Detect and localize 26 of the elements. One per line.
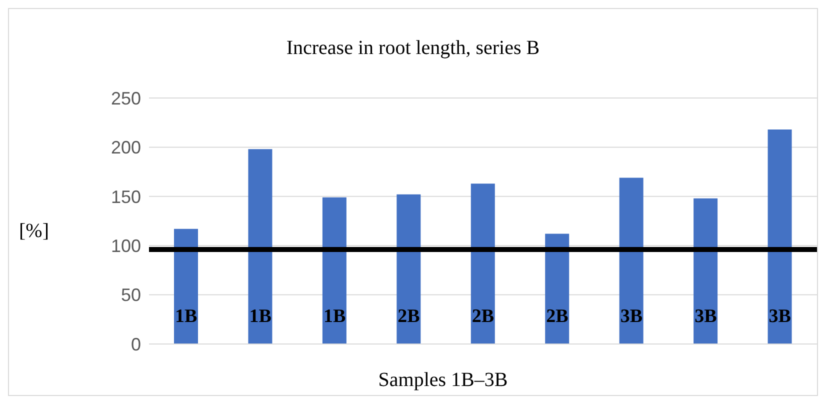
bar (619, 178, 644, 344)
bar (248, 149, 272, 344)
bar (768, 129, 792, 344)
y-tick-label: 250 (110, 88, 141, 108)
y-tick-label: 50 (120, 285, 141, 306)
x-tick-label: 3B (694, 306, 718, 327)
bar (174, 228, 198, 344)
bar (694, 198, 718, 344)
y-tick-label: 0 (130, 334, 141, 354)
x-tick-label: 1B (249, 306, 272, 327)
x-axis-title: Samples 1B–3B (377, 369, 509, 392)
x-tick-label: 1B (323, 306, 346, 327)
x-tick-label: 2B (546, 306, 569, 327)
y-tick-label: 150 (110, 186, 141, 207)
x-tick-label: 2B (472, 306, 494, 327)
x-tick-label: 3B (768, 306, 792, 327)
x-tick-label: 3B (620, 306, 643, 327)
x-tick-label: 2B (398, 306, 420, 327)
bar (322, 197, 346, 344)
y-tick-label: 200 (110, 138, 141, 158)
y-tick-label: 100 (110, 236, 141, 256)
bar (396, 194, 421, 344)
chart-title: Increase in root length, series B (285, 37, 541, 60)
bar (470, 184, 495, 344)
x-tick-label: 1B (175, 306, 198, 327)
y-axis-title: [%] (19, 220, 49, 243)
